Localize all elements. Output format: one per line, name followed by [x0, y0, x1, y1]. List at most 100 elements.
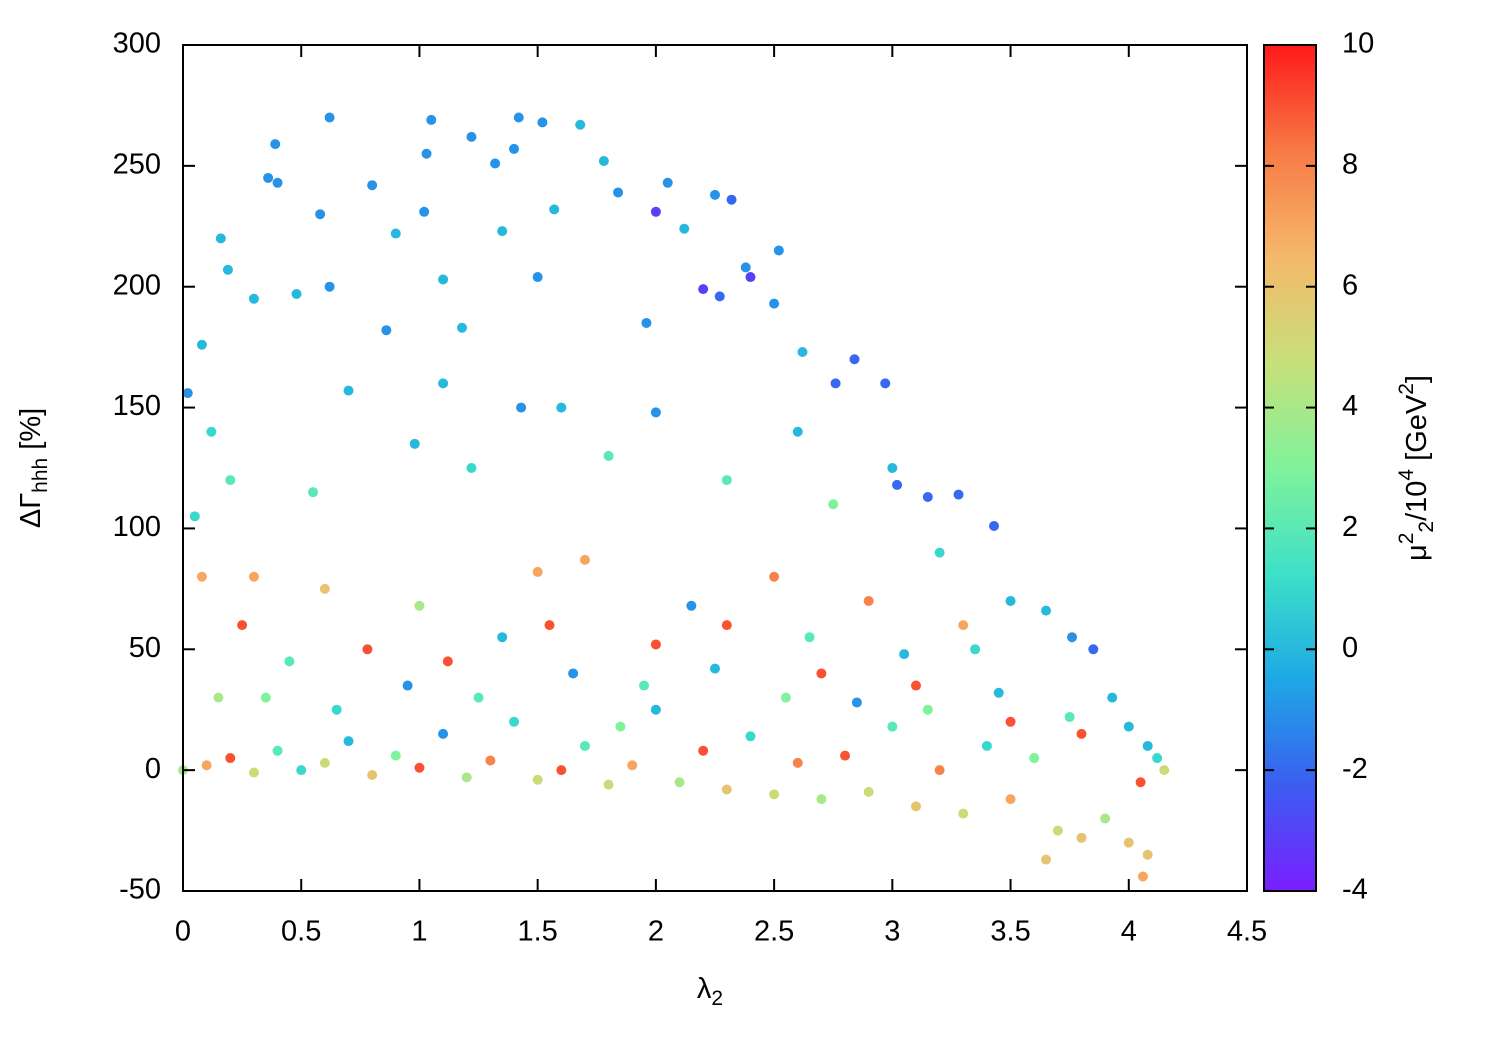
point — [887, 463, 898, 473]
point — [225, 753, 236, 764]
point — [438, 274, 449, 285]
point — [981, 740, 992, 751]
point — [1123, 721, 1134, 732]
point — [910, 801, 921, 812]
y-tick-label: 150 — [113, 390, 161, 422]
point — [745, 731, 756, 742]
label-part: hhh — [29, 458, 52, 493]
x-tick-label: 2.5 — [754, 916, 794, 948]
point — [270, 139, 281, 150]
point — [182, 388, 193, 399]
y-tick-label: -50 — [119, 874, 161, 906]
point — [556, 765, 567, 776]
point — [662, 177, 673, 188]
point — [1088, 644, 1099, 655]
x-tick-label: 4.5 — [1227, 916, 1267, 948]
point — [442, 656, 453, 667]
point — [830, 378, 841, 389]
point — [1123, 837, 1134, 848]
point — [513, 112, 524, 123]
colorbar — [1263, 44, 1317, 892]
point — [686, 600, 697, 611]
point — [797, 346, 808, 357]
point — [863, 786, 874, 797]
point — [509, 143, 520, 154]
point — [201, 760, 212, 771]
point — [324, 281, 335, 292]
point — [698, 284, 709, 295]
point — [598, 156, 609, 167]
point — [362, 644, 373, 655]
point — [426, 114, 437, 125]
y-tick-label: 300 — [113, 28, 161, 60]
point — [343, 385, 354, 396]
point — [1029, 753, 1040, 764]
colorbar-tick-label: 2 — [1342, 511, 1358, 543]
point — [780, 692, 791, 703]
point — [575, 119, 586, 130]
point — [726, 194, 737, 205]
label-part: μ — [1401, 544, 1433, 561]
y-tick-label: 50 — [129, 632, 161, 664]
label-part: [%] — [15, 408, 47, 458]
point — [215, 233, 226, 244]
point — [1107, 692, 1118, 703]
point — [272, 177, 283, 188]
point — [1100, 813, 1111, 824]
x-tick-label: 4 — [1121, 916, 1137, 948]
point — [740, 262, 751, 273]
point — [421, 148, 432, 159]
point — [1005, 794, 1016, 805]
point — [910, 680, 921, 691]
point — [473, 692, 484, 703]
point — [579, 740, 590, 751]
point — [769, 789, 780, 800]
point — [1076, 832, 1087, 843]
point — [958, 620, 969, 631]
point — [627, 760, 638, 771]
point — [615, 721, 626, 732]
point — [1152, 753, 1163, 764]
point — [816, 794, 827, 805]
point — [1005, 595, 1016, 606]
point — [556, 402, 567, 413]
point — [804, 632, 815, 643]
point — [769, 571, 780, 582]
point — [324, 112, 335, 123]
label-part: [GeV — [1401, 394, 1433, 469]
point — [466, 463, 477, 473]
point — [381, 325, 392, 336]
x-tick-label: 1.5 — [518, 916, 558, 948]
point — [402, 680, 413, 691]
point — [769, 298, 780, 309]
point — [237, 620, 248, 631]
colorbar-tick-label: -4 — [1342, 874, 1368, 906]
y-tick-label: 0 — [145, 753, 161, 785]
point — [248, 571, 259, 582]
point — [745, 272, 756, 283]
point — [532, 774, 543, 785]
point — [679, 223, 690, 234]
point — [958, 808, 969, 819]
point — [773, 245, 784, 256]
point — [390, 750, 401, 761]
colorbar-label: μ22/104 [GeV2] — [1395, 375, 1438, 561]
point — [851, 697, 862, 708]
point — [248, 293, 259, 304]
point — [516, 402, 527, 413]
label-part: 2 — [1415, 521, 1438, 533]
point — [641, 317, 652, 328]
label-part: 4 — [1395, 469, 1418, 481]
x-axis-label: λ2 — [697, 973, 723, 1010]
plot-frame — [182, 44, 1248, 892]
point — [438, 728, 449, 739]
colorbar-tick-label: 0 — [1342, 632, 1358, 664]
point — [579, 554, 590, 565]
point — [828, 499, 839, 510]
point — [213, 692, 224, 703]
point — [196, 339, 207, 350]
x-tick-label: 0 — [175, 916, 191, 948]
point — [390, 228, 401, 239]
point — [639, 680, 650, 691]
point — [568, 668, 579, 679]
